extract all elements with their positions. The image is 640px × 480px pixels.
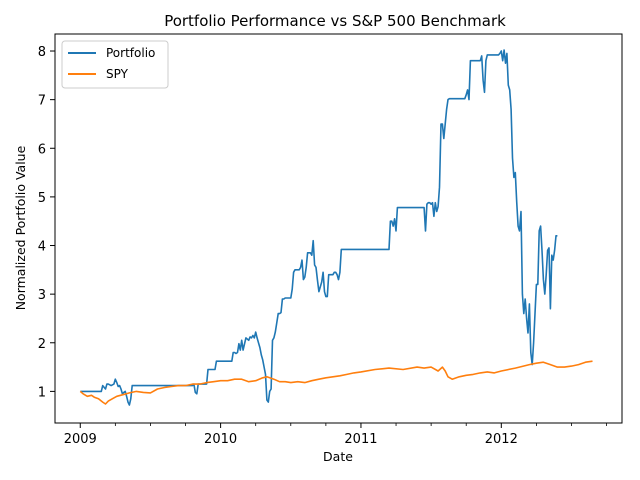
series-line-portfolio	[80, 49, 558, 406]
y-tick-label: 5	[38, 191, 46, 206]
y-tick-label: 1	[38, 385, 46, 400]
y-tick-label: 7	[38, 94, 46, 109]
series-line-spy	[79, 360, 593, 405]
x-axis-ticks: 2009 2010 2011 2012	[64, 423, 607, 447]
y-tick-label: 3	[38, 288, 46, 303]
y-tick-label: 6	[38, 142, 46, 157]
x-axis-label: Date	[323, 449, 353, 464]
y-axis-label: Normalized Portfolio Value	[13, 145, 28, 310]
x-tick-label: 2011	[344, 432, 377, 447]
y-tick-label: 4	[38, 240, 46, 255]
legend-spy-label: SPY	[106, 67, 129, 81]
x-tick-label: 2010	[204, 432, 237, 447]
x-tick-label: 2012	[485, 432, 518, 447]
y-tick-label: 8	[38, 45, 46, 60]
legend-portfolio-label: Portfolio	[106, 46, 155, 60]
chart-title: Portfolio Performance vs S&P 500 Benchma…	[164, 12, 506, 30]
x-tick-label: 2009	[64, 432, 97, 447]
legend: Portfolio SPY	[61, 40, 169, 89]
y-axis-ticks: 1 2 3 4 5 6 7 8	[38, 45, 55, 400]
plot-area-frame	[54, 33, 623, 424]
series-lines	[79, 49, 593, 406]
y-tick-label: 2	[38, 337, 46, 352]
